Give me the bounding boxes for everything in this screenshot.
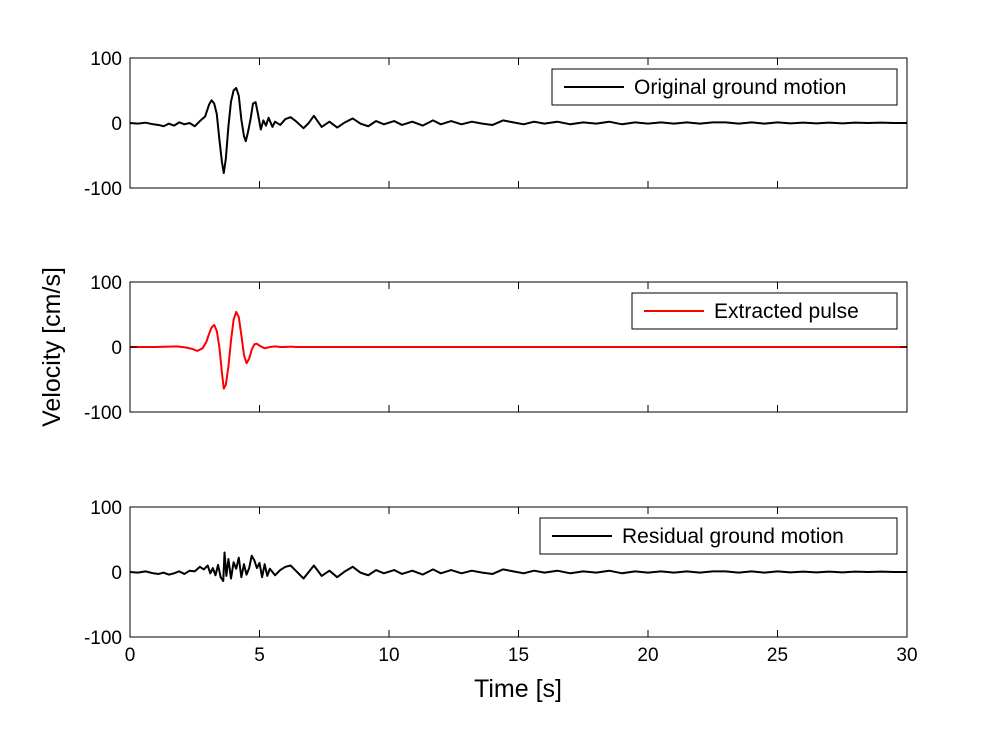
x-axis-label: Time [s]: [474, 675, 562, 703]
y-tick-label: 0: [111, 338, 122, 359]
y-axis-label: Velocity [cm/s]: [38, 267, 66, 427]
y-tick-label: 100: [90, 498, 122, 519]
chart-panel-1: -100 0 100 Original ground motion: [84, 49, 908, 200]
legend-1: Original ground motion: [551, 68, 898, 106]
x-tick-label: 15: [508, 645, 529, 666]
legend-label: Original ground motion: [634, 76, 846, 99]
x-tick-label: 10: [378, 645, 399, 666]
series-line-1-1: [129, 86, 907, 175]
x-tick-label: 25: [767, 645, 788, 666]
y-tick-label: -100: [84, 179, 122, 200]
series-line-2-1: [130, 310, 907, 390]
legend-2: Extracted pulse: [631, 292, 898, 330]
series-line-3-1: [129, 551, 907, 583]
x-tick-label: 20: [637, 645, 658, 666]
chart-panel-2: -100 0 100 Extracted pulse: [84, 273, 908, 424]
legend-label: Residual ground motion: [622, 525, 844, 548]
y-tick-label: -100: [84, 403, 122, 424]
x-tick-label: 0: [125, 645, 136, 666]
y-tick-label: 100: [90, 49, 122, 70]
y-tick-label: 100: [90, 273, 122, 294]
y-tick-label: -100: [84, 628, 122, 649]
legend-label: Extracted pulse: [714, 300, 859, 323]
legend-3: Residual ground motion: [539, 517, 898, 555]
y-tick-label: 0: [111, 563, 122, 584]
x-tick-label: 30: [896, 645, 917, 666]
x-tick-label: 5: [254, 645, 265, 666]
y-tick-label: 0: [111, 114, 122, 135]
